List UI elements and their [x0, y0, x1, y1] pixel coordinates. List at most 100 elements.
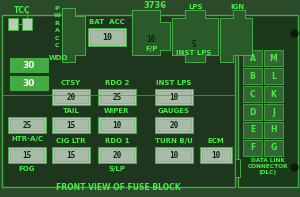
Text: DATA LINK
CONNECTOR
(DLC): DATA LINK CONNECTOR (DLC)	[248, 158, 288, 175]
Bar	[155, 117, 193, 133]
Bar	[2, 15, 235, 187]
Text: RDO 1: RDO 1	[105, 138, 129, 144]
Text: W: W	[54, 13, 60, 18]
Bar	[54, 91, 88, 103]
Bar	[202, 149, 230, 161]
Bar	[137, 33, 165, 45]
Text: HTR-A/C: HTR-A/C	[11, 136, 43, 142]
Text: 20: 20	[112, 151, 122, 160]
Text: WDO: WDO	[49, 55, 68, 61]
Bar	[98, 89, 136, 105]
Bar	[235, 22, 240, 40]
Bar	[22, 18, 32, 30]
Bar	[243, 122, 262, 138]
Text: C: C	[250, 89, 255, 98]
Polygon shape	[172, 10, 218, 62]
Bar	[243, 104, 262, 120]
Text: CTSY: CTSY	[61, 80, 81, 86]
Bar	[264, 50, 283, 66]
Text: RDO 2: RDO 2	[105, 80, 129, 86]
Text: CIG LTR: CIG LTR	[56, 138, 86, 144]
Text: R: R	[55, 20, 59, 25]
Bar	[52, 147, 90, 163]
Bar	[8, 18, 18, 30]
Bar	[264, 140, 283, 156]
Bar	[155, 147, 193, 163]
Bar	[157, 119, 191, 131]
Text: ECM: ECM	[208, 138, 224, 144]
Text: 10: 10	[169, 93, 178, 101]
Text: WIPER: WIPER	[104, 108, 130, 114]
Bar	[175, 36, 213, 52]
Text: J: J	[272, 108, 275, 116]
Text: E: E	[250, 125, 255, 135]
Text: K: K	[271, 89, 276, 98]
Bar	[264, 104, 283, 120]
Bar	[243, 68, 262, 84]
Bar	[264, 86, 283, 102]
Text: 30: 30	[23, 78, 35, 87]
Text: 5: 5	[192, 40, 196, 48]
Bar	[10, 58, 48, 72]
Text: 25: 25	[112, 93, 122, 101]
Bar	[238, 15, 298, 187]
Text: 15: 15	[22, 151, 32, 160]
Text: A: A	[55, 28, 59, 33]
Bar	[90, 30, 124, 44]
Text: 10: 10	[146, 34, 156, 44]
Bar	[10, 76, 48, 90]
Text: 25: 25	[22, 121, 32, 129]
Bar	[135, 31, 167, 47]
Text: 20: 20	[169, 121, 178, 129]
Bar	[8, 147, 46, 163]
Bar	[52, 89, 90, 105]
Bar	[264, 122, 283, 138]
Bar	[54, 149, 88, 161]
Text: M: M	[270, 54, 278, 62]
Text: 15: 15	[66, 151, 76, 160]
Text: BAT  ACC: BAT ACC	[89, 19, 125, 25]
Text: TAIL: TAIL	[63, 108, 80, 114]
Bar	[264, 68, 283, 84]
Text: 3736: 3736	[143, 1, 167, 9]
Text: L: L	[271, 72, 276, 81]
Text: TURN B/U: TURN B/U	[155, 138, 193, 144]
Text: 20: 20	[66, 93, 76, 101]
Text: IGN: IGN	[230, 4, 244, 10]
Bar	[235, 159, 240, 177]
Polygon shape	[62, 8, 85, 62]
Text: TCC: TCC	[14, 6, 30, 15]
Text: 15: 15	[66, 121, 76, 129]
Polygon shape	[132, 10, 170, 55]
Bar	[98, 117, 136, 133]
Text: INST LPS: INST LPS	[176, 50, 212, 56]
Bar	[243, 86, 262, 102]
Bar	[177, 38, 211, 50]
Text: G: G	[270, 143, 277, 152]
Text: 10: 10	[102, 33, 112, 42]
Bar	[155, 89, 193, 105]
Text: LPS: LPS	[189, 4, 203, 10]
Bar	[54, 119, 88, 131]
Text: 10: 10	[112, 121, 122, 129]
Bar	[200, 147, 232, 163]
Text: FOG: FOG	[19, 166, 35, 172]
Text: FRONT VIEW OF FUSE BLOCK: FRONT VIEW OF FUSE BLOCK	[56, 183, 180, 192]
Bar	[8, 117, 46, 133]
Bar	[243, 140, 262, 156]
Text: 10: 10	[169, 151, 178, 160]
Text: F/P: F/P	[146, 46, 158, 52]
Text: F: F	[250, 143, 255, 152]
Text: 30: 30	[23, 60, 35, 70]
Bar	[10, 119, 44, 131]
Bar	[98, 147, 136, 163]
Text: D: D	[249, 108, 256, 116]
Bar	[100, 91, 134, 103]
Text: INST LPS: INST LPS	[156, 80, 192, 86]
Text: C: C	[55, 35, 59, 41]
Text: A: A	[250, 54, 255, 62]
Text: S/LP: S/LP	[109, 166, 125, 172]
Bar	[100, 119, 134, 131]
Bar	[88, 28, 126, 46]
Bar	[52, 117, 90, 133]
